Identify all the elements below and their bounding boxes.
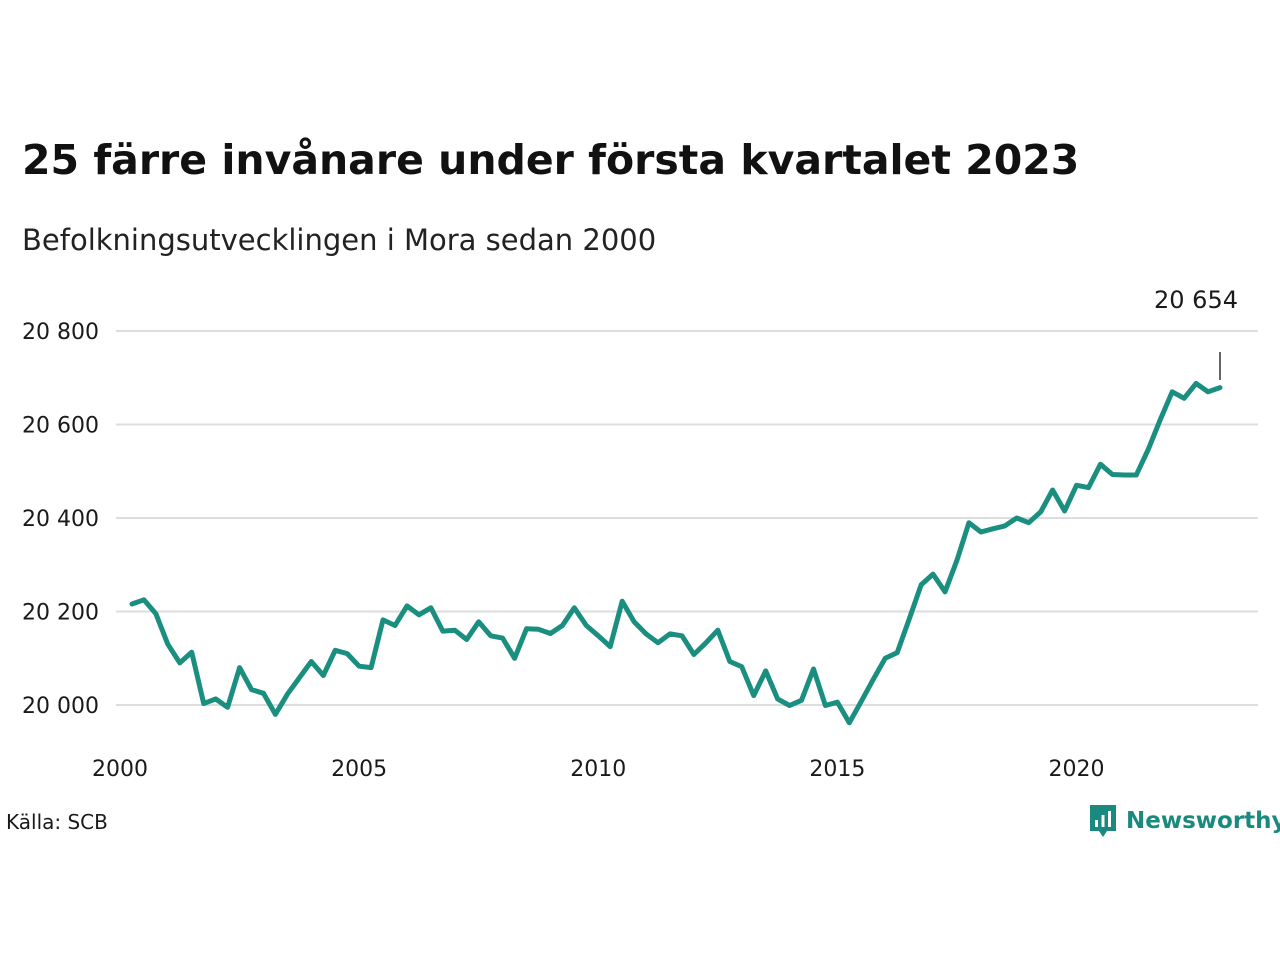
gridlines [116,330,1258,706]
series-line [129,380,1223,726]
y-tick-label: 20 600 [22,414,99,439]
x-tick-label: 2015 [809,757,865,782]
brand-logo: Newsworthy [1088,803,1280,839]
x-tick-label: 2020 [1049,757,1105,782]
y-tick-label: 20 000 [22,694,99,719]
source-note: Källa: SCB [6,810,108,834]
chart-subtitle: Befolkningsutvecklingen i Mora sedan 200… [22,223,657,257]
y-tick-label: 20 800 [22,320,99,345]
annotation-label: 20 654 [1154,286,1238,314]
x-tick-label: 2010 [570,757,626,782]
y-tick-label: 20 400 [22,507,99,532]
series-population [129,380,1223,726]
brand-name: Newsworthy [1126,808,1280,834]
chart-title: 25 färre invånare under första kvartalet… [22,136,1080,184]
x-tick-label: 2000 [92,757,148,782]
last-value-annotation: 20 654 [1154,286,1238,380]
newsworthy-logo-icon [1090,805,1116,837]
x-tick-label: 2005 [331,757,387,782]
y-axis-ticks: 20 000 20 200 20 400 20 600 20 800 [22,320,99,719]
y-tick-label: 20 200 [22,601,99,626]
x-axis-ticks: 2000 2005 2010 2015 2020 [92,757,1105,782]
